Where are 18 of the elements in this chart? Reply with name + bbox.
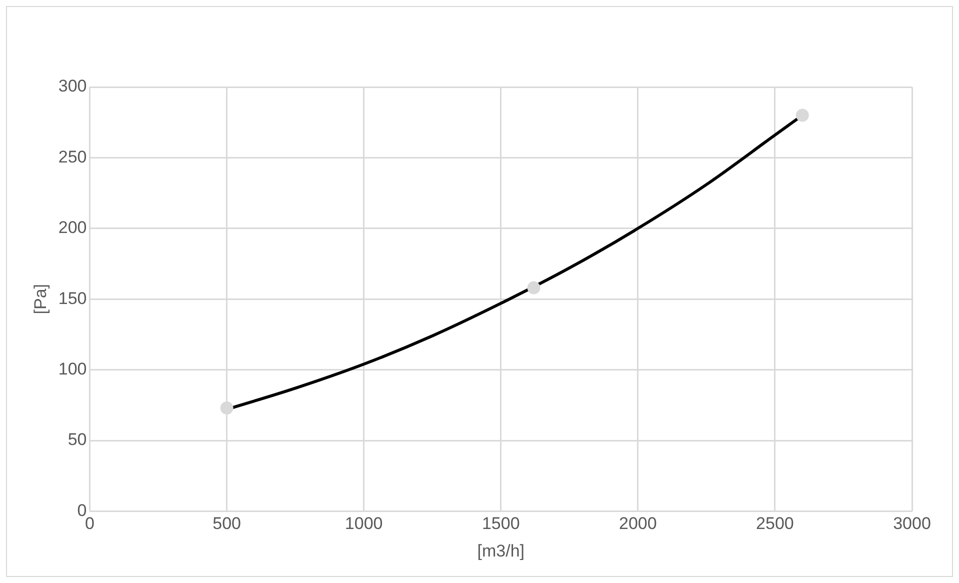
x-tick-label: 1500 xyxy=(482,514,520,534)
x-tick-label: 2500 xyxy=(756,514,794,534)
y-tick-label: 100 xyxy=(58,359,87,378)
y-tick-label: 0 xyxy=(77,500,87,520)
y-tick-label: 200 xyxy=(58,218,87,238)
x-axis-title: [m3/h] xyxy=(477,541,525,560)
point xyxy=(220,401,234,414)
y-tick-label: 250 xyxy=(58,147,87,166)
y-tick-label: 150 xyxy=(58,288,87,308)
y-tick-label: 300 xyxy=(58,76,87,96)
x-tick-label: 1000 xyxy=(344,514,383,534)
x-tick-label: 500 xyxy=(212,514,241,534)
point xyxy=(796,108,809,122)
x-tick-label: 2000 xyxy=(619,514,657,534)
y-axis-title: [Pa] xyxy=(30,284,50,314)
point xyxy=(527,281,540,294)
x-tick-label: 3000 xyxy=(893,514,931,534)
y-tick-label: 50 xyxy=(68,430,87,450)
